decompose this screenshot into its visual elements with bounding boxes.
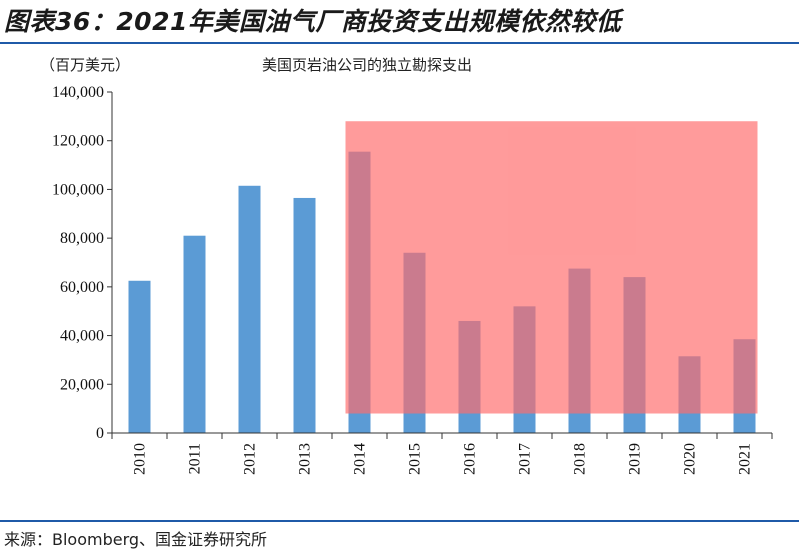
bar-2010 — [128, 280, 151, 433]
x-tick-label: 2012 — [242, 443, 259, 475]
x-tick-label: 2019 — [627, 443, 644, 475]
x-tick-label: 2011 — [187, 443, 204, 474]
y-tick-label: 20,000 — [60, 376, 104, 393]
y-tick-label: 140,000 — [52, 84, 104, 101]
x-tick-label: 2014 — [352, 443, 369, 475]
y-tick-label: 0 — [96, 425, 104, 442]
chart-title: 美国页岩油公司的独立勘探支出 — [262, 56, 472, 74]
y-axis-unit-label: （百万美元） — [40, 56, 130, 74]
y-tick-label: 40,000 — [60, 328, 104, 345]
title-rule — [0, 42, 799, 44]
highlight-region — [345, 121, 758, 414]
source-note: 来源：Bloomberg、国金证券研究所 — [4, 530, 268, 549]
x-tick-label: 2015 — [407, 443, 424, 475]
y-tick-label: 60,000 — [60, 279, 104, 296]
y-tick-label: 120,000 — [52, 133, 104, 150]
bar-2012 — [238, 185, 261, 433]
x-tick-label: 2021 — [737, 443, 754, 475]
x-tick-label: 2016 — [462, 443, 479, 475]
x-tick-label: 2020 — [682, 443, 699, 475]
source-rule — [0, 520, 799, 522]
bar-2011 — [183, 235, 206, 433]
y-tick-label: 100,000 — [52, 181, 104, 198]
x-tick-label: 2017 — [517, 443, 534, 475]
x-tick-label: 2010 — [132, 443, 149, 475]
x-tick-label: 2018 — [572, 443, 589, 475]
figure-title: 图表36：2021年美国油气厂商投资支出规模依然较低 — [4, 7, 622, 36]
bar-2013 — [293, 197, 316, 433]
y-tick-label: 80,000 — [60, 230, 104, 247]
x-tick-label: 2013 — [297, 443, 314, 475]
